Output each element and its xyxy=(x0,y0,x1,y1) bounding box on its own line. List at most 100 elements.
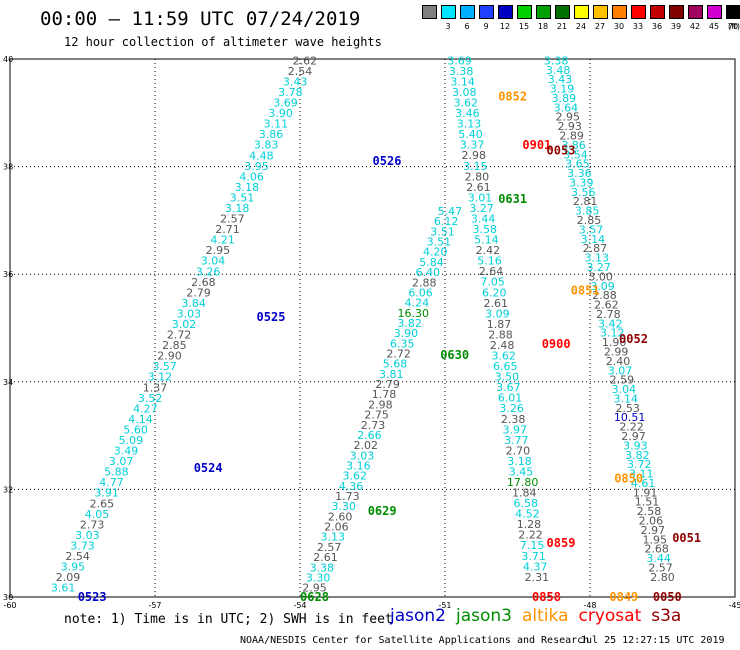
wave-height-value: 17.80 xyxy=(507,476,539,489)
scale-swatch xyxy=(517,5,532,19)
wave-height-value: 3.90 xyxy=(268,107,293,120)
wave-height-value: 2.58 xyxy=(637,505,662,518)
scale-label: 24 xyxy=(575,22,587,31)
wave-height-value: 2.88 xyxy=(592,289,617,302)
map-grid xyxy=(10,59,735,597)
wave-height-value: 2.99 xyxy=(604,345,629,358)
scale-label: 30 xyxy=(613,22,625,31)
wave-height-value: 2.79 xyxy=(375,378,400,391)
wave-height-value: 3.38 xyxy=(544,54,569,67)
wave-height-value: 2.68 xyxy=(644,543,669,556)
wave-height-value: 2.48 xyxy=(490,339,515,352)
scale-unit: (ft) xyxy=(728,22,740,31)
wave-height-value: 1.73 xyxy=(335,490,360,503)
wave-height-value: 3.93 xyxy=(623,439,648,452)
wave-height-value: 4.21 xyxy=(210,234,235,247)
wave-height-value: 3.19 xyxy=(550,83,575,96)
wave-height-value: 4.48 xyxy=(249,149,274,162)
wave-height-value: 2.61 xyxy=(466,181,491,194)
wave-height-value: 2.54 xyxy=(288,65,313,78)
wave-height-value: 5.60 xyxy=(123,423,148,436)
wave-height-value: 5.47 xyxy=(438,205,463,218)
wave-height-value: 3.13 xyxy=(457,118,482,131)
wave-height-value: 4.06 xyxy=(239,170,264,183)
wave-height-value: 4.20 xyxy=(423,246,448,259)
wave-height-value: 3.18 xyxy=(225,202,250,215)
scale-swatch xyxy=(460,5,475,19)
pass-time-label: 0629 xyxy=(368,504,397,518)
scale-swatch xyxy=(726,5,740,19)
wave-height-value: 3.65 xyxy=(565,158,590,171)
wave-height-value: 3.57 xyxy=(579,223,604,236)
wave-height-value: 3.73 xyxy=(70,539,95,552)
wave-height-value: 3.14 xyxy=(581,233,606,246)
wave-height-value: 3.51 xyxy=(430,225,455,238)
wave-height-value: 2.95 xyxy=(556,111,581,124)
pass-time-label: 0523 xyxy=(78,590,107,604)
wave-height-value: 3.51 xyxy=(230,191,255,204)
wave-height-value: 3.72 xyxy=(627,458,652,471)
wave-height-value: 3.38 xyxy=(310,561,335,574)
wave-height-value: 2.66 xyxy=(357,429,382,442)
wave-height-value: 3.37 xyxy=(460,139,485,152)
wave-height-value: 5.68 xyxy=(383,358,408,371)
wave-height-value: 5.09 xyxy=(119,434,144,447)
x-tick-label: -57 xyxy=(148,601,161,610)
wave-height-value: 2.80 xyxy=(650,571,675,584)
wave-height-value: 3.02 xyxy=(172,318,197,331)
wave-height-value: 3.38 xyxy=(449,65,474,78)
wave-height-value: 5.40 xyxy=(458,128,483,141)
wave-height-value: 2.98 xyxy=(368,398,393,411)
scale-label: 15 xyxy=(518,22,530,31)
wave-height-value: 3.42 xyxy=(598,317,623,330)
wave-height-value: 3.12 xyxy=(600,327,625,340)
wave-height-value: 2.73 xyxy=(80,518,105,531)
wave-height-value: 3.00 xyxy=(588,270,613,283)
wave-height-value: 2.65 xyxy=(90,497,115,510)
y-tick-label: 36 xyxy=(3,270,13,279)
wave-height-value: 4.05 xyxy=(85,508,110,521)
wave-height-value: 7.05 xyxy=(480,276,505,289)
wave-height-value: 3.09 xyxy=(485,307,510,320)
x-tick-label: -45 xyxy=(728,601,740,610)
wave-height-value: 3.43 xyxy=(283,75,308,88)
wave-height-value: 3.07 xyxy=(109,455,134,468)
scale-label: 33 xyxy=(632,22,644,31)
scale-label: 42 xyxy=(689,22,701,31)
pass-time-label: 0525 xyxy=(257,310,286,324)
x-tick-label: -51 xyxy=(438,601,451,610)
wave-height-value: 2.09 xyxy=(56,571,81,584)
wave-height-value: 3.14 xyxy=(450,75,475,88)
wave-height-value: 3.71 xyxy=(521,550,546,563)
wave-height-value: 3.49 xyxy=(114,445,139,458)
wave-height-value: 6.06 xyxy=(408,286,433,299)
y-tick-label: 40 xyxy=(3,55,13,64)
wave-height-value: 2.22 xyxy=(619,421,644,434)
wave-height-value: 3.51 xyxy=(427,236,452,249)
wave-height-value: 1.91 xyxy=(633,486,658,499)
scale-swatch xyxy=(498,5,513,19)
pass-time-labels: 0523 0524 0525 0526 0628 0629 0630 0631 0852 0851… xyxy=(78,90,701,604)
wave-height-value: 3.52 xyxy=(138,392,163,405)
scale-swatch xyxy=(441,5,456,19)
wave-height-value: 6.12 xyxy=(434,215,459,228)
wave-height-value: 4.24 xyxy=(405,297,430,310)
wave-height-value: 3.64 xyxy=(554,101,579,114)
wave-height-value: 3.18 xyxy=(235,181,260,194)
wave-height-value: 1.28 xyxy=(517,518,542,531)
wave-height-value: 7.15 xyxy=(520,539,545,552)
wave-height-value: 3.27 xyxy=(586,261,611,274)
wave-height-value: 3.67 xyxy=(496,381,521,394)
wave-height-value: 2.61 xyxy=(313,551,338,564)
wave-height-value: 10.51 xyxy=(614,411,646,424)
wave-height-value: 2.95 xyxy=(302,582,327,595)
scale-swatch xyxy=(612,5,627,19)
scale-label: 6 xyxy=(464,22,470,31)
wave-height-value: 4.14 xyxy=(128,413,153,426)
pass-time-label: 0852 xyxy=(498,90,527,104)
wave-height-value: 3.50 xyxy=(495,371,520,384)
wave-height-value: 2.61 xyxy=(484,297,509,310)
wave-height-value: 3.15 xyxy=(463,160,488,173)
wave-height-value: 2.98 xyxy=(461,149,486,162)
